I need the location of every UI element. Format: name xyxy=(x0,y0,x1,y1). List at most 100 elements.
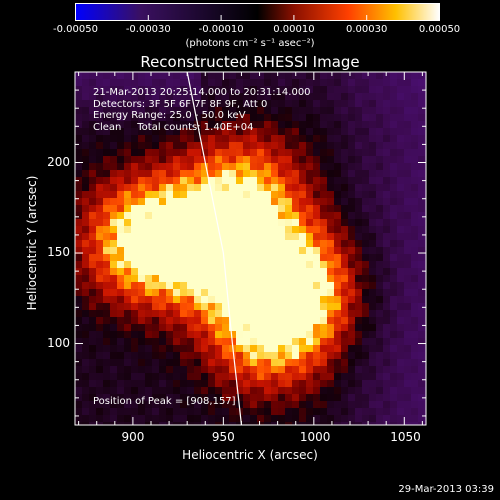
heatmap-cell xyxy=(418,296,426,304)
heatmap-cell xyxy=(348,205,356,213)
heatmap-cell xyxy=(75,191,83,199)
heatmap-cell xyxy=(271,156,279,164)
heatmap-cell xyxy=(257,226,265,234)
heatmap-cell xyxy=(285,247,293,255)
heatmap-cell xyxy=(110,93,118,101)
heatmap-cell xyxy=(75,79,83,87)
heatmap-cell xyxy=(383,247,391,255)
heatmap-cell xyxy=(138,373,146,381)
heatmap-cell xyxy=(369,240,377,248)
heatmap-cell xyxy=(131,366,139,374)
heatmap-cell xyxy=(369,401,377,409)
heatmap-cell xyxy=(299,156,307,164)
heatmap-cell xyxy=(236,226,244,234)
heatmap-cell xyxy=(418,142,426,150)
heatmap-cell xyxy=(103,142,111,150)
heatmap-cell xyxy=(404,317,412,325)
heatmap-cell xyxy=(75,135,83,143)
heatmap-cell xyxy=(229,219,237,227)
heatmap-cell xyxy=(215,170,223,178)
heatmap-cell xyxy=(264,184,272,192)
heatmap-cell xyxy=(103,93,111,101)
heatmap-cell xyxy=(187,268,195,276)
heatmap-cell xyxy=(173,415,181,423)
heatmap-cell xyxy=(411,401,419,409)
heatmap-cell xyxy=(187,387,195,395)
heatmap-cell xyxy=(362,317,370,325)
heatmap-cell xyxy=(194,205,202,213)
heatmap-cell xyxy=(292,184,300,192)
heatmap-cell xyxy=(75,275,83,283)
heatmap-cell xyxy=(397,170,405,178)
heatmap-cell xyxy=(383,93,391,101)
heatmap-cell xyxy=(96,387,104,395)
heatmap-cell xyxy=(348,226,356,234)
heatmap-cell xyxy=(278,415,286,423)
heatmap-cell xyxy=(236,380,244,388)
heatmap-cell xyxy=(236,317,244,325)
heatmap-cell xyxy=(327,135,335,143)
heatmap-cell xyxy=(110,366,118,374)
heatmap-cell xyxy=(229,275,237,283)
heatmap-cell xyxy=(250,205,258,213)
heatmap-cell xyxy=(145,191,153,199)
heatmap-cell xyxy=(299,121,307,129)
heatmap-cell xyxy=(397,268,405,276)
heatmap-cell xyxy=(264,219,272,227)
heatmap-cell xyxy=(278,135,286,143)
heatmap-cell xyxy=(292,107,300,115)
heatmap-cell xyxy=(278,163,286,171)
heatmap-cell xyxy=(215,114,223,122)
heatmap-cell xyxy=(348,310,356,318)
heatmap-cell xyxy=(194,408,202,416)
heatmap-cell xyxy=(166,254,174,262)
heatmap-cell xyxy=(201,387,209,395)
heatmap-cell xyxy=(117,380,125,388)
heatmap-cell xyxy=(215,331,223,339)
heatmap-cell xyxy=(383,422,391,425)
heatmap-cell xyxy=(306,415,314,423)
heatmap-cell xyxy=(82,317,90,325)
heatmap-cell xyxy=(418,100,426,108)
heatmap-cell xyxy=(418,226,426,234)
heatmap-cell xyxy=(383,156,391,164)
heatmap-cell xyxy=(327,184,335,192)
heatmap-cell xyxy=(152,184,160,192)
heatmap-cell xyxy=(236,282,244,290)
heatmap-cell xyxy=(404,205,412,213)
heatmap-cell xyxy=(313,352,321,360)
heatmap-cell xyxy=(341,408,349,416)
heatmap-cell xyxy=(390,373,398,381)
heatmap-cell xyxy=(222,331,230,339)
heatmap-cell xyxy=(124,121,132,129)
heatmap-cell xyxy=(166,233,174,241)
heatmap-cell xyxy=(131,415,139,423)
heatmap-cell xyxy=(320,415,328,423)
heatmap-cell xyxy=(257,359,265,367)
heatmap-cell xyxy=(292,212,300,220)
heatmap-cell xyxy=(131,170,139,178)
heatmap-cell xyxy=(187,352,195,360)
heatmap-cell xyxy=(292,240,300,248)
heatmap-cell xyxy=(292,114,300,122)
heatmap-cell xyxy=(285,226,293,234)
colorbar-tick-label: -0.00010 xyxy=(198,24,244,35)
heatmap-cell xyxy=(278,338,286,346)
heatmap-cell xyxy=(243,100,251,108)
heatmap-cell xyxy=(159,156,167,164)
heatmap-cell xyxy=(103,128,111,136)
heatmap-cell xyxy=(383,310,391,318)
heatmap-cell xyxy=(306,289,314,297)
heatmap-cell xyxy=(250,93,258,101)
heatmap-cell xyxy=(369,72,377,80)
heatmap-cell xyxy=(124,184,132,192)
heatmap-cell xyxy=(117,149,125,157)
heatmap-cell xyxy=(355,324,363,332)
heatmap-cell xyxy=(131,233,139,241)
heatmap-cell xyxy=(75,184,83,192)
heatmap-cell xyxy=(264,415,272,423)
heatmap-cell xyxy=(82,366,90,374)
heatmap-cell xyxy=(292,135,300,143)
heatmap-cell xyxy=(271,338,279,346)
heatmap-cell xyxy=(194,212,202,220)
